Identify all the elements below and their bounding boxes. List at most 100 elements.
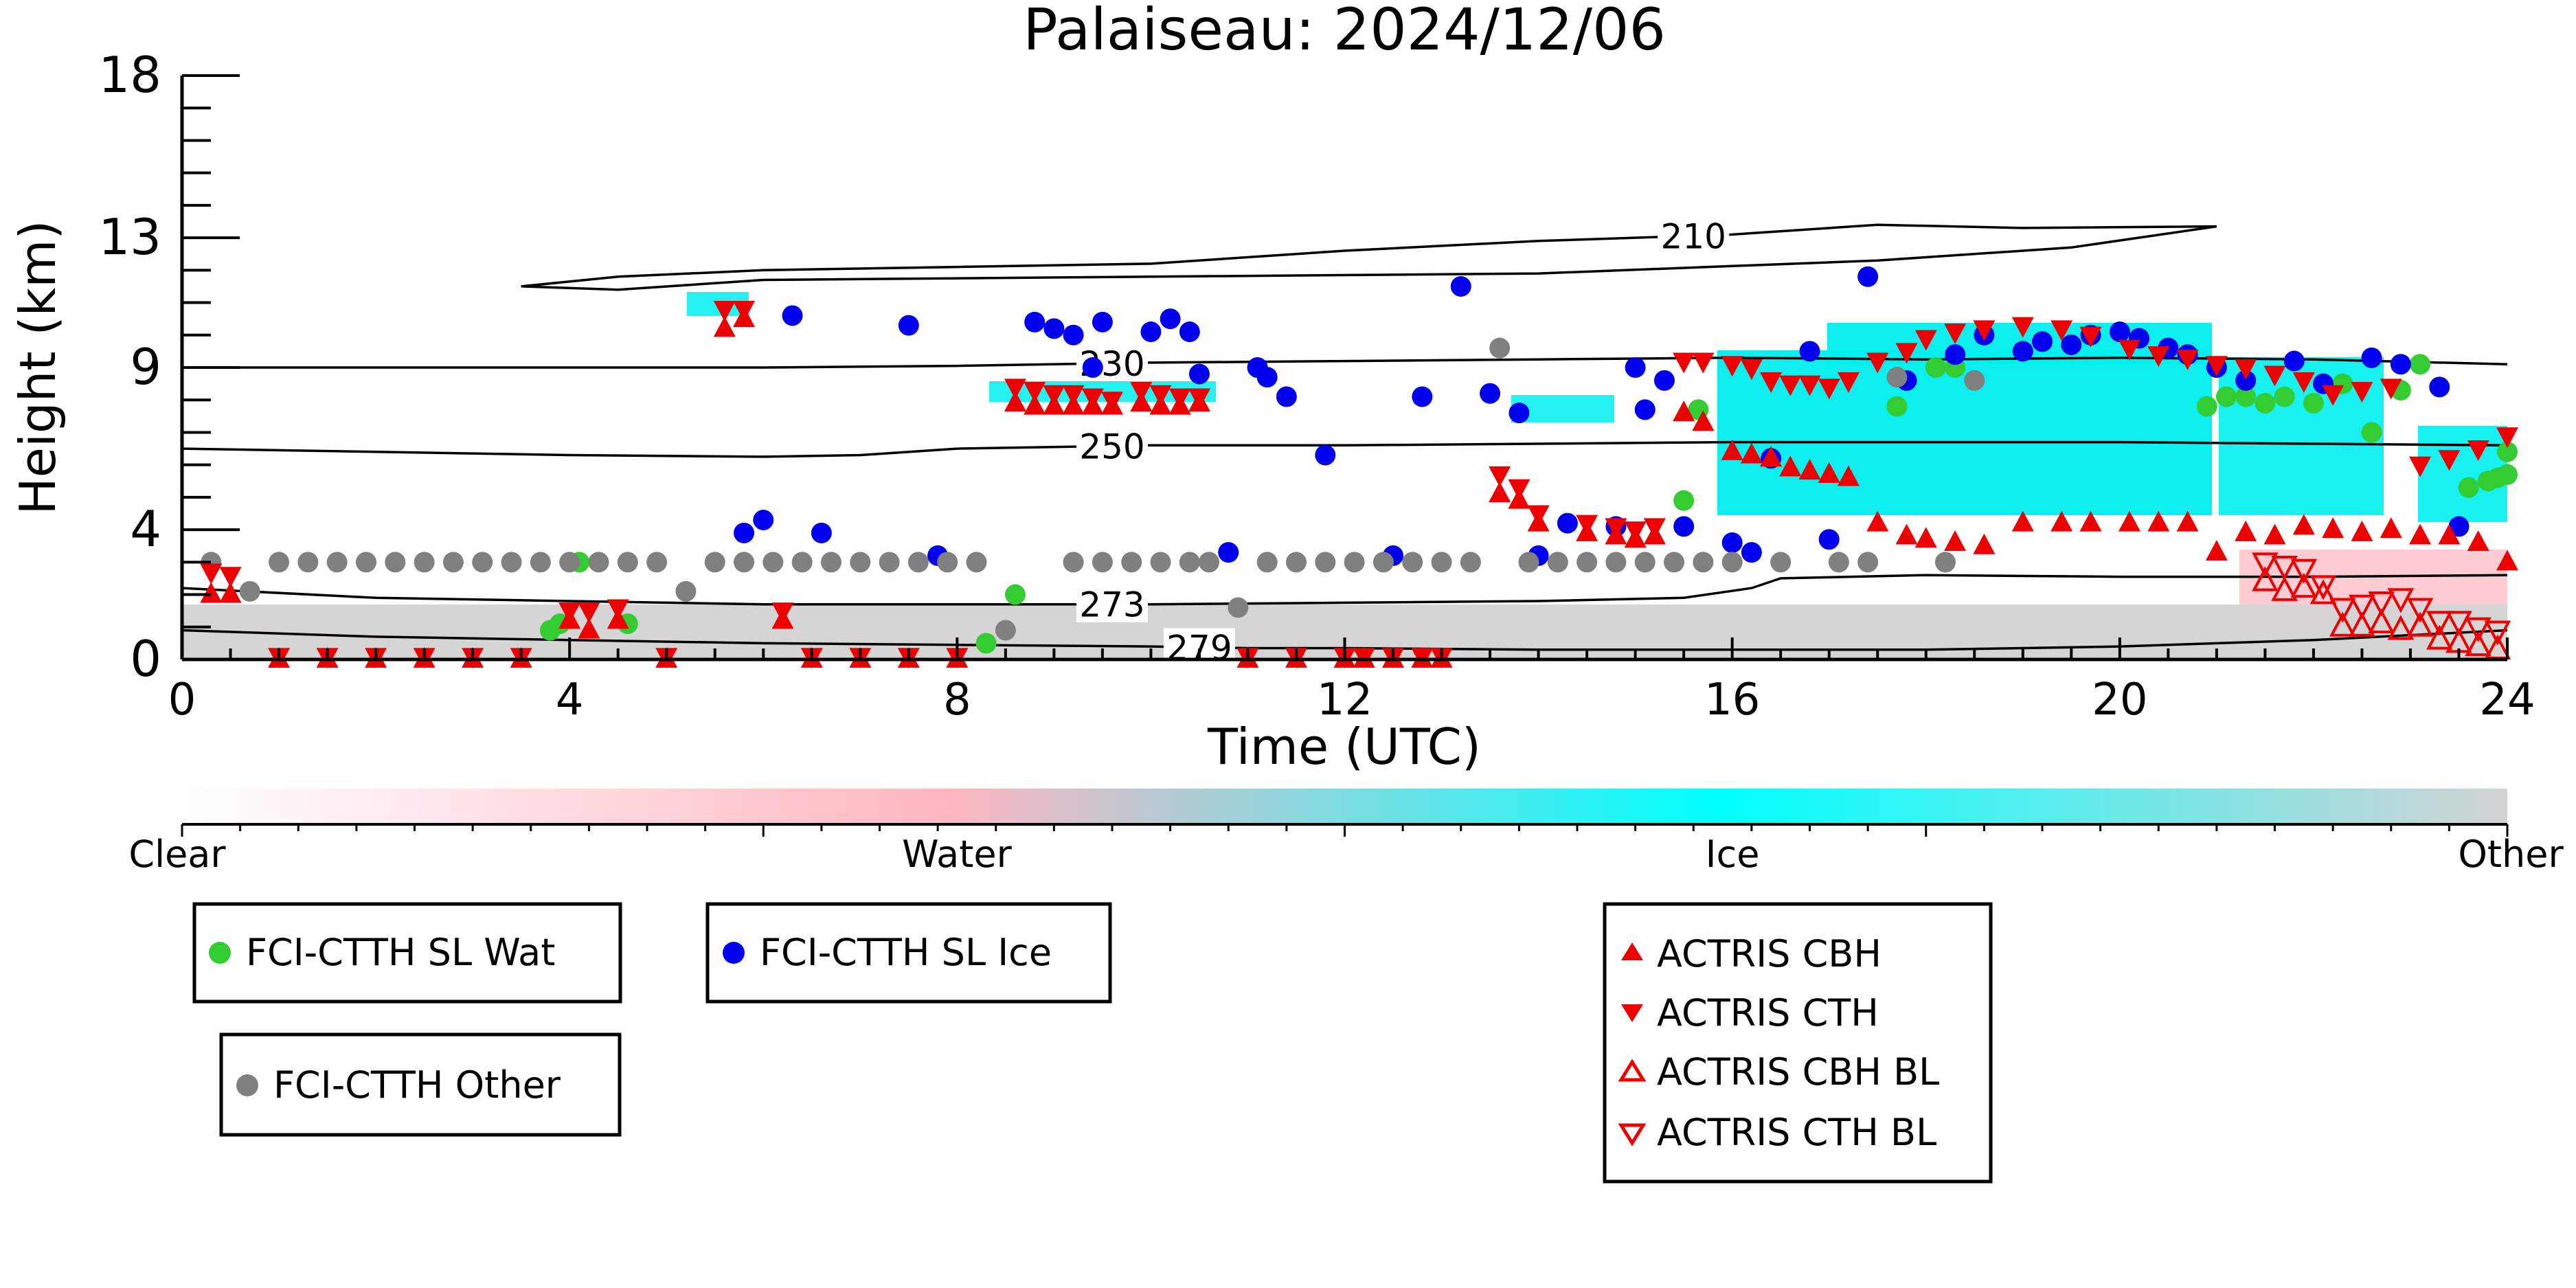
point-fci-ctth-sl-ice	[2283, 350, 2305, 372]
point-fci-ctth-other	[1577, 552, 1598, 573]
point-fci-ctth-other	[995, 620, 1016, 641]
point-actris-cth	[200, 563, 223, 585]
point-actris-cth	[1508, 479, 1530, 500]
point-fci-ctth-sl-ice	[1450, 275, 1471, 297]
point-actris-cbh	[219, 582, 242, 603]
point-fci-ctth-other	[879, 552, 900, 573]
contour-label-bg	[1076, 427, 1148, 464]
point-actris-cth	[771, 602, 794, 624]
y-axis-label: Height (km)	[9, 221, 67, 515]
contour-label-bg	[1076, 585, 1148, 622]
y-axis-ticks: 0 4 9 13 18	[98, 46, 240, 688]
point-actris-cth	[558, 602, 581, 624]
point-actris-cbh-bl	[2309, 579, 2337, 605]
point-fci-ctth-sl-ice	[1634, 399, 1656, 420]
point-fci-ctth-sl-ice	[2361, 347, 2382, 368]
y-tick-label: 13	[98, 208, 161, 266]
point-actris-cth	[2235, 359, 2257, 380]
point-fci-ctth-other	[937, 552, 958, 573]
point-actris-cbh	[1973, 533, 1996, 554]
point-actris-cbh-bl	[2368, 608, 2395, 634]
point-actris-cbh	[1837, 465, 1860, 486]
point-fci-ctth-sl-ice	[1043, 318, 1065, 339]
point-fci-ctth-other	[1460, 552, 1481, 573]
legend-box-wat: FCI-CTTH SL Wat	[192, 902, 622, 1004]
point-actris-cbh	[2467, 530, 2489, 551]
point-actris-cbh-bl	[2329, 611, 2356, 637]
point-actris-cth	[2263, 365, 2286, 387]
point-actris-cbh	[1895, 523, 1918, 545]
point-actris-cth	[1527, 505, 1550, 526]
contour-label-273: 273	[1079, 585, 1144, 625]
x-tick-label: 24	[2479, 675, 2535, 725]
point-actris-cth-bl	[2368, 591, 2395, 617]
point-fci-ctth-sl-wat	[2274, 386, 2295, 407]
point-actris-cth-bl	[2271, 556, 2298, 581]
point-actris-cbh	[1818, 462, 1840, 483]
point-fci-ctth-other	[326, 552, 348, 573]
point-fci-ctth-other	[1344, 552, 1365, 573]
point-fci-ctth-sl-ice	[898, 315, 919, 336]
colorbar-gradient	[182, 789, 2507, 824]
point-actris-cth	[607, 599, 629, 620]
x-axis-ticks: 0 4 8 12 16 20 24	[168, 637, 2535, 725]
legend-frame	[192, 902, 622, 1004]
point-fci-ctth-sl-wat	[2196, 396, 2217, 417]
point-actris-cbh-bl	[2387, 615, 2415, 640]
point-fci-ctth-sl-ice	[2109, 321, 2130, 343]
point-actris-cth	[1760, 372, 1783, 393]
point-actris-cth	[1605, 518, 1627, 539]
point-fci-ctth-other	[1605, 552, 1627, 573]
point-fci-ctth-sl-wat	[2497, 464, 2518, 485]
point-actris-cbh	[2496, 550, 2518, 571]
point-actris-cbh	[1779, 455, 1802, 477]
point-actris-cth	[1740, 359, 1763, 380]
point-actris-cbh	[2380, 517, 2402, 539]
point-fci-ctth-sl-ice	[1218, 542, 1239, 563]
point-fci-ctth-sl-ice	[1509, 403, 1530, 424]
point-fci-ctth-other	[646, 552, 668, 573]
point-fci-ctth-sl-ice	[2390, 354, 2411, 375]
point-fci-ctth-sl-wat	[1004, 584, 1026, 605]
legend-label-wat: FCI-CTTH SL Wat	[246, 931, 555, 974]
point-actris-cth	[1837, 372, 1860, 393]
point-fci-ctth-sl-ice	[1480, 383, 1501, 404]
point-fci-ctth-other	[1199, 552, 1220, 573]
point-actris-cbh-bl	[2290, 572, 2318, 598]
point-fci-ctth-sl-ice	[1625, 357, 1646, 378]
point-actris-cth	[1168, 388, 1191, 409]
point-actris-cbh	[1944, 530, 1967, 551]
point-fci-ctth-other	[1372, 552, 1394, 573]
point-actris-cbh	[1866, 510, 1889, 532]
point-fci-ctth-other	[907, 552, 929, 573]
point-actris-cbh	[2147, 510, 2170, 532]
point-fci-ctth-sl-ice	[782, 305, 803, 326]
point-actris-cth	[2176, 349, 2199, 370]
colorbar-label-clear: Clear	[128, 833, 226, 876]
point-actris-cbh	[1914, 527, 1937, 548]
ice-cloud-region	[1717, 350, 2212, 515]
point-fci-ctth-sl-ice	[1276, 386, 1297, 407]
point-actris-cbh	[2011, 510, 2034, 532]
legend-label-cth-bl: ACTRIS CTH BL	[1657, 1111, 1936, 1154]
point-actris-cth	[2322, 385, 2345, 406]
point-fci-ctth-other	[1886, 367, 1908, 388]
point-actris-cth	[1914, 330, 1937, 351]
point-actris-cth	[1149, 385, 1172, 406]
point-actris-cth	[1004, 379, 1026, 400]
point-fci-ctth-other	[1063, 552, 1084, 573]
x-tick-label: 0	[168, 675, 196, 725]
point-fci-ctth-other	[1256, 552, 1278, 573]
point-fci-ctth-sl-ice	[1818, 529, 1840, 550]
point-actris-cth	[2467, 440, 2489, 462]
contour-line-230	[182, 357, 2508, 369]
point-actris-cbh	[2050, 510, 2073, 532]
point-actris-cth-bl	[2290, 558, 2318, 585]
point-fci-ctth-sl-ice	[1557, 512, 1578, 534]
chart-title: Palaiseau: 2024/12/06	[1023, 0, 1666, 63]
point-fci-ctth-other	[704, 552, 725, 573]
legend-label-cth: ACTRIS CTH	[1657, 991, 1879, 1035]
colorbar-ticks	[181, 824, 2509, 837]
legend-box-actris: ACTRIS CBH ACTRIS CTH ACTRIS CBH BL ACTR…	[1603, 902, 1993, 1184]
point-actris-cth	[2147, 346, 2170, 368]
